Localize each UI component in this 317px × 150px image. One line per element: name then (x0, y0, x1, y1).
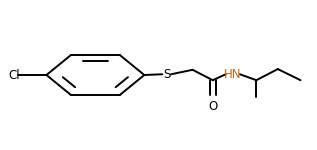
Text: S: S (163, 68, 171, 81)
Text: HN: HN (224, 68, 242, 81)
Text: Cl: Cl (9, 69, 20, 81)
Text: O: O (208, 99, 217, 112)
